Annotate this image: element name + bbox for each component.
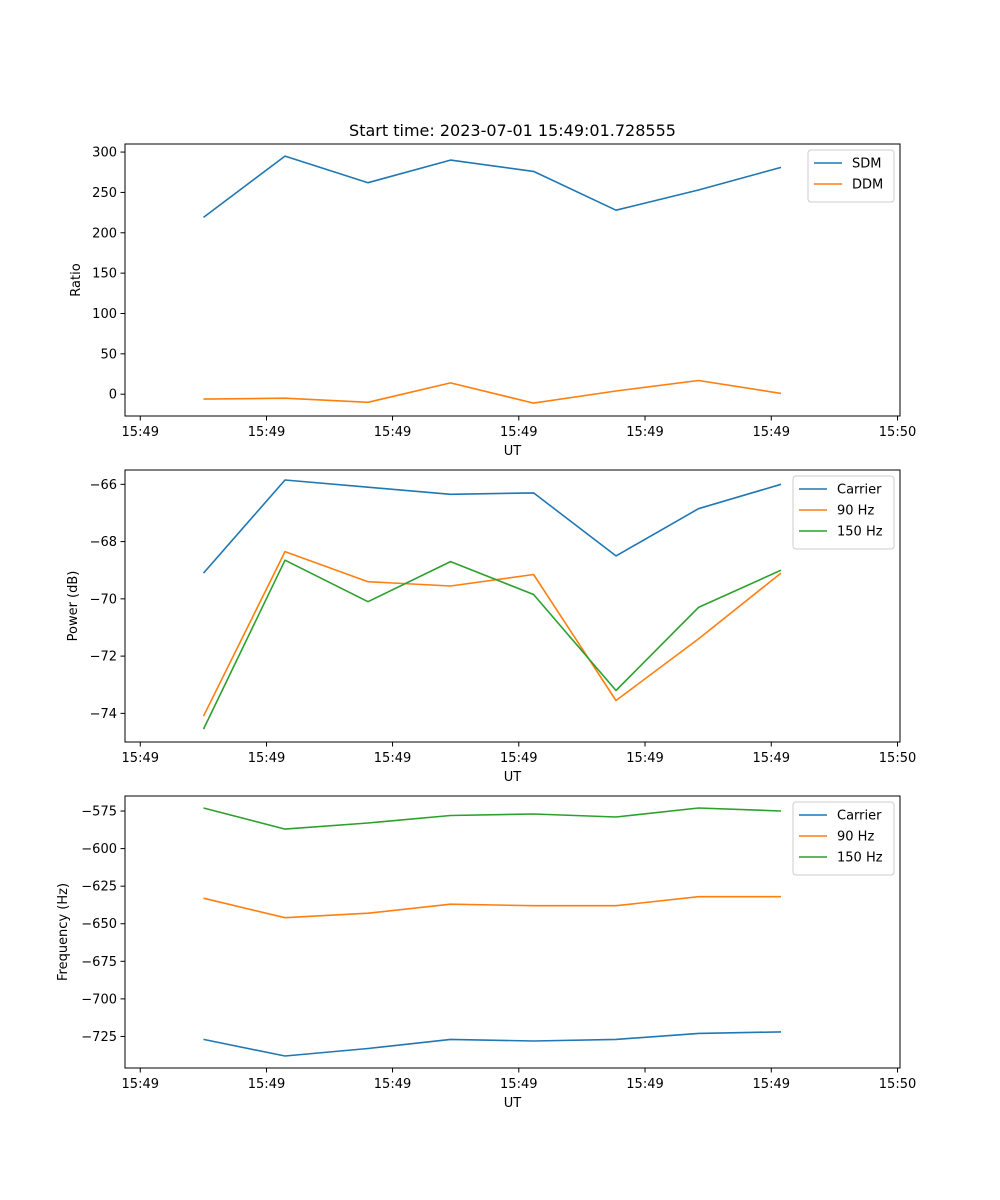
- x-tick-label: 15:49: [500, 425, 537, 440]
- y-tick-label: −725: [81, 1030, 117, 1045]
- series-line-carrier: [203, 1031, 782, 1057]
- x-tick-label: 15:49: [122, 1077, 159, 1092]
- series-line-sdm: [203, 155, 782, 219]
- x-axis-label: UT: [504, 770, 522, 785]
- x-tick-label: 15:49: [626, 1077, 663, 1092]
- y-tick-label: −66: [90, 478, 117, 493]
- x-tick-label: 15:49: [753, 425, 790, 440]
- x-tick-label: 15:49: [248, 1077, 285, 1092]
- panel-ratio: 15:49 15:49 15:49 15:49 15:49 15:49 15:50 0 50 10…: [69, 143, 916, 459]
- series-line-150-hz: [203, 807, 782, 830]
- legend-label: 150 Hz: [837, 851, 883, 866]
- x-tick-label: 15:49: [248, 425, 285, 440]
- legend-label: SDM: [852, 157, 881, 172]
- series-line-carrier: [202, 479, 782, 574]
- x-tick-label: 15:50: [879, 425, 916, 440]
- x-axis-label: UT: [504, 1096, 522, 1111]
- chart-title: Start time: 2023-07-01 15:49:01.728555: [349, 121, 676, 140]
- x-tick-label: 15:49: [122, 751, 159, 766]
- legend-label: 150 Hz: [837, 525, 883, 540]
- y-tick-label: −74: [90, 707, 117, 722]
- y-tick-label: −72: [90, 650, 117, 665]
- legend-label: DDM: [852, 178, 883, 193]
- y-tick-label: 250: [92, 186, 117, 201]
- series-line-90-hz: [202, 550, 782, 717]
- x-tick-label: 15:49: [374, 1077, 411, 1092]
- y-tick-label: −625: [81, 880, 117, 895]
- y-tick-label: 200: [92, 226, 117, 241]
- panel-power: 15:49 15:49 15:49 15:49 15:49 15:49 15:50 −74 −7…: [66, 469, 916, 785]
- x-tick-label: 15:49: [500, 1077, 537, 1092]
- x-tick-label: 15:49: [626, 425, 663, 440]
- y-tick-label: 150: [92, 267, 117, 282]
- series-line-ddm: [203, 379, 782, 404]
- y-tick-label: −70: [90, 592, 117, 607]
- y-tick-label: 300: [92, 146, 117, 161]
- y-tick-label: −68: [90, 535, 117, 550]
- x-axis-label: UT: [504, 444, 522, 459]
- y-tick-label: 0: [109, 388, 117, 403]
- legend-label: 90 Hz: [837, 830, 874, 845]
- x-tick-label: 15:49: [122, 425, 159, 440]
- series-line-150-hz: [202, 559, 782, 730]
- y-tick-label: −575: [81, 805, 117, 820]
- x-tick-label: 15:49: [626, 751, 663, 766]
- x-tick-label: 15:49: [374, 425, 411, 440]
- legend-label: Carrier: [837, 809, 882, 824]
- axes-frame: [124, 469, 901, 743]
- y-tick-label: −650: [81, 917, 117, 932]
- y-axis-label: Frequency (Hz): [56, 883, 71, 981]
- x-tick-label: 15:49: [248, 751, 285, 766]
- y-axis-label: Ratio: [69, 263, 84, 296]
- y-tick-label: 100: [92, 307, 117, 322]
- panel-frequency: 15:49 15:49 15:49 15:49 15:49 15:49 15:50 −725 −…: [56, 795, 916, 1111]
- x-tick-label: 15:50: [879, 1077, 916, 1092]
- axes-frame: [124, 143, 901, 417]
- x-tick-label: 15:50: [879, 751, 916, 766]
- y-tick-label: −700: [81, 992, 117, 1007]
- y-axis-label: Power (dB): [66, 571, 81, 642]
- x-tick-label: 15:49: [753, 1077, 790, 1092]
- series-line-90-hz: [203, 895, 781, 919]
- y-tick-label: 50: [100, 347, 117, 362]
- y-tick-label: −675: [81, 955, 117, 970]
- axes-frame: [124, 795, 901, 1069]
- x-tick-label: 15:49: [753, 751, 790, 766]
- x-tick-label: 15:49: [374, 751, 411, 766]
- y-tick-label: −600: [81, 842, 117, 857]
- x-tick-label: 15:49: [500, 751, 537, 766]
- legend-label: Carrier: [837, 483, 882, 498]
- legend-label: 90 Hz: [837, 504, 874, 519]
